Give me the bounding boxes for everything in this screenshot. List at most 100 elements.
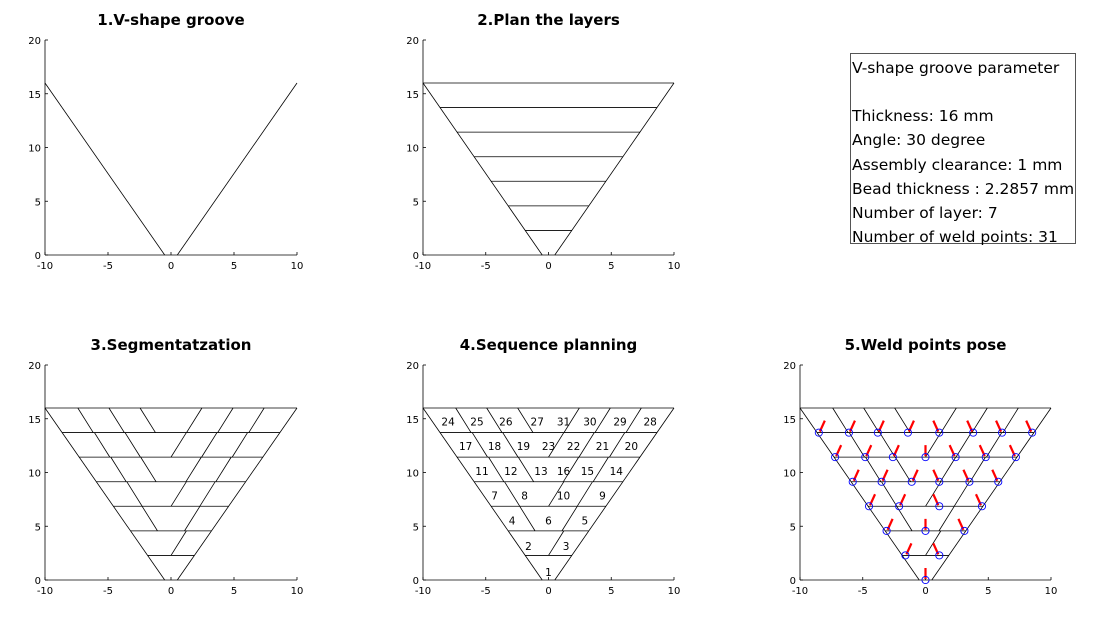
- segment-divider-line: [170, 530, 187, 556]
- sequence-number-label: 13: [534, 466, 547, 478]
- sequence-number-label: 9: [599, 491, 606, 503]
- x-tick-label: 10: [1045, 586, 1058, 597]
- segment-divider-line: [879, 432, 896, 458]
- sequence-number-label: 23: [542, 441, 555, 453]
- chart-title: 1.V-shape groove: [97, 11, 244, 29]
- segment-divider-line: [865, 456, 882, 482]
- x-tick-label: -10: [37, 586, 53, 597]
- weld-point-marker: [831, 453, 840, 462]
- x-tick-label: -10: [415, 586, 431, 597]
- x-tick-label: -10: [415, 261, 431, 272]
- sequence-number-label: 7: [491, 491, 498, 503]
- groove-wall-line: [44, 407, 166, 581]
- angle-text: Angle: 30 degree: [852, 131, 986, 150]
- segment-divider-line: [925, 432, 942, 458]
- segment-divider-line: [832, 407, 849, 433]
- segment-divider-line: [126, 481, 143, 507]
- segment-divider-line: [141, 506, 158, 532]
- sequence-number-label: 24: [441, 416, 455, 428]
- y-tick-label: 20: [28, 36, 41, 47]
- groove-wall-line: [931, 407, 1052, 581]
- weld-point-marker: [861, 453, 870, 462]
- x-tick-label: 5: [608, 586, 614, 597]
- x-tick-label: 5: [231, 261, 237, 272]
- sequence-number-label: 22: [567, 441, 580, 453]
- y-tick-label: 5: [413, 197, 419, 208]
- weld-point-marker: [921, 526, 930, 535]
- weld-point-marker: [873, 428, 882, 437]
- sequence-number-label: 26: [499, 416, 513, 428]
- segment-divider-line: [1002, 407, 1019, 433]
- segment-divider-line: [170, 481, 187, 507]
- segment-divider-line: [592, 456, 609, 482]
- weld-point-marker: [848, 477, 857, 486]
- y-tick-label: 20: [406, 361, 419, 372]
- sequence-number-label: 6: [545, 515, 552, 527]
- sequence-number-label: 18: [488, 441, 501, 453]
- segment-divider-line: [77, 407, 94, 433]
- x-tick-label: -5: [858, 586, 868, 597]
- x-tick-label: 0: [168, 261, 174, 272]
- sequence-number-label: 2: [525, 541, 532, 553]
- sequence-number-label: 27: [531, 416, 544, 428]
- segment-divider-line: [517, 407, 534, 433]
- weld-point-marker: [814, 428, 823, 437]
- segment-divider-line: [594, 407, 611, 433]
- weld-point-count-text: Number of weld points: 31: [852, 228, 1058, 247]
- sequence-number-label: 20: [625, 441, 638, 453]
- segment-divider-line: [201, 432, 218, 458]
- weld-point-marker: [935, 502, 944, 511]
- groove-wall-line: [176, 82, 298, 256]
- chart-title: 2.Plan the layers: [477, 11, 620, 29]
- groove-wall-line: [422, 82, 543, 256]
- x-tick-label: 5: [985, 586, 991, 597]
- segment-divider-line: [548, 481, 565, 507]
- segment-divider-line: [199, 481, 216, 507]
- segment-divider-line: [940, 407, 957, 433]
- sequence-number-label: 12: [504, 466, 517, 478]
- weld-point-marker: [998, 428, 1007, 437]
- segment-divider-line: [140, 456, 157, 482]
- y-tick-label: 5: [35, 197, 41, 208]
- sequence-number-label: 11: [475, 466, 488, 478]
- x-tick-label: 5: [231, 586, 237, 597]
- y-tick-label: 0: [413, 576, 419, 587]
- x-tick-label: 0: [168, 586, 174, 597]
- sequence-number-label: 15: [581, 466, 594, 478]
- groove-wall-line: [554, 82, 675, 256]
- y-tick-label: 10: [28, 469, 41, 480]
- segment-divider-line: [625, 407, 642, 433]
- segment-divider-line: [502, 432, 519, 458]
- x-tick-label: 0: [545, 586, 551, 597]
- y-tick-label: 5: [790, 522, 796, 533]
- x-tick-label: 10: [291, 261, 304, 272]
- y-tick-label: 0: [413, 251, 419, 262]
- y-tick-label: 20: [28, 361, 41, 372]
- y-tick-label: 20: [783, 361, 796, 372]
- groove-wall-line: [176, 407, 298, 581]
- sequence-number-label: 8: [521, 491, 528, 503]
- x-tick-label: 0: [545, 261, 551, 272]
- segment-divider-line: [955, 432, 972, 458]
- segment-divider-line: [561, 506, 578, 532]
- weld-point-marker: [977, 502, 987, 511]
- weld-point-marker: [935, 551, 944, 560]
- segment-divider-line: [124, 432, 141, 458]
- segment-divider-line: [940, 456, 957, 482]
- segment-divider-line: [139, 407, 156, 433]
- sequence-number-label: 4: [509, 515, 516, 527]
- groove-wall-line: [554, 407, 675, 581]
- sequence-number-label: 1: [545, 567, 552, 579]
- weld-point-marker: [960, 526, 969, 535]
- segment-divider-line: [894, 407, 911, 433]
- y-tick-label: 15: [28, 415, 41, 426]
- chart-title: 5.Weld points pose: [845, 336, 1007, 354]
- weld-point-marker: [965, 477, 974, 486]
- segment-divider-line: [576, 481, 593, 507]
- weld-point-marker: [994, 477, 1003, 486]
- spacer: [852, 80, 1075, 104]
- weld-point-marker: [951, 453, 960, 462]
- segment-divider-line: [108, 407, 125, 433]
